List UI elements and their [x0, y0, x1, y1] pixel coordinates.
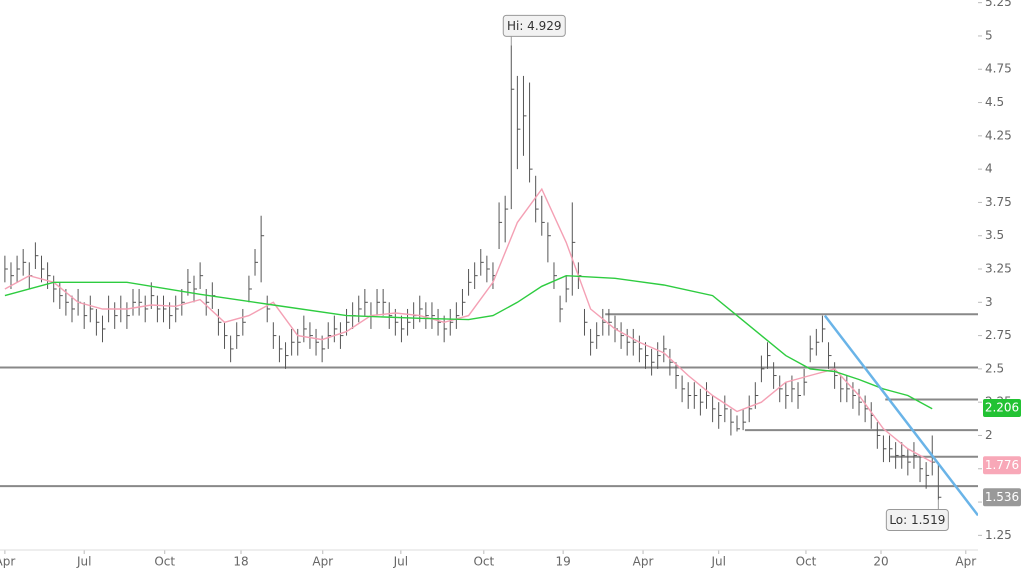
x-tick-label: Jul	[393, 555, 408, 569]
last-value-label: 1.776	[985, 458, 1019, 472]
y-tick-label: 5	[985, 28, 993, 42]
y-tick-label: 4.25	[985, 128, 1012, 142]
last-value-label-box	[983, 399, 1021, 418]
last-close-label: 1.536	[985, 490, 1019, 504]
x-tick-label: Apr	[312, 555, 333, 569]
x-tick-label: Oct	[473, 555, 494, 569]
annotation-box	[502, 14, 566, 37]
moving-average	[4, 274, 933, 410]
x-tick-label: 20	[873, 555, 888, 569]
y-tick-label: 5.25	[985, 0, 1012, 9]
y-tick-label: 3.75	[985, 195, 1012, 209]
y-tick-label: 3	[985, 295, 993, 309]
x-tick-label: Jul	[76, 555, 91, 569]
plot-area: Hi: 4.929 Lo: 1.519	[0, 14, 978, 532]
y-tick-label: 4.75	[985, 62, 1012, 76]
y-tick-label: 2.75	[985, 328, 1012, 342]
last-value-label: 2.206	[985, 401, 1019, 415]
x-tick-label: Jul	[710, 555, 725, 569]
last-value-label-box	[983, 456, 1021, 475]
annotation-label: Lo: 1.519	[889, 513, 945, 527]
y-tick-label: 3.5	[985, 228, 1004, 242]
x-tick-label: 18	[233, 555, 248, 569]
last-close-label-box	[983, 488, 1021, 507]
x-tick-label: Oct	[796, 555, 817, 569]
moving-average	[4, 187, 933, 463]
trendline	[823, 314, 978, 517]
x-tick-label: Apr	[633, 555, 654, 569]
x-tick-label: Apr	[0, 555, 15, 569]
x-tick-label: Apr	[955, 555, 976, 569]
y-tick-label: 1.25	[985, 528, 1012, 542]
annotation-box	[885, 509, 949, 532]
x-tick-label: 19	[555, 555, 570, 569]
y-tick-label: 3.25	[985, 262, 1012, 276]
y-tick-label: 4.5	[985, 95, 1004, 109]
x-tick-label: Oct	[154, 555, 175, 569]
y-tick-label: 2	[985, 428, 993, 442]
y-tick-label: 4	[985, 162, 993, 176]
annotation-label: Hi: 4.929	[507, 19, 562, 33]
y-tick-label: 2.5	[985, 361, 1004, 375]
